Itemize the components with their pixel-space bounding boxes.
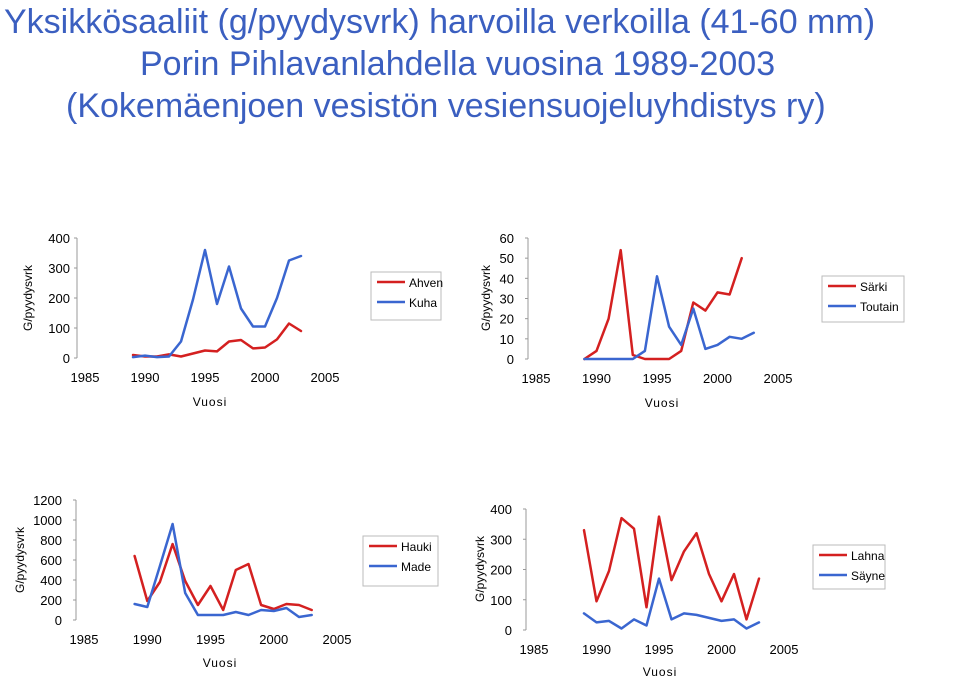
chart-2-y-axis-title: G/pyydysvrk <box>479 264 493 331</box>
chart-3-y-axis-title: G/pyydysvrk <box>13 526 27 593</box>
chart-4-y-tick-label-1: 100 <box>490 593 512 608</box>
chart-3-legend-box <box>362 535 439 587</box>
chart-1-legend-label-1: Kuha <box>409 296 437 310</box>
chart-4-x-tick-label-4: 2005 <box>770 642 799 657</box>
chart-2-x-tick-label-2: 1995 <box>643 371 672 386</box>
chart-3-y-tick-label-0: 0 <box>55 613 62 628</box>
chart-3-y-tick-label-6: 1200 <box>33 493 62 508</box>
chart-1-series-ahven-line <box>131 322 303 358</box>
chart-1-x-tick-label-1: 1990 <box>131 370 160 385</box>
chart-2-x-tick-label-0: 1985 <box>522 371 551 386</box>
chart-4-y-tick-label-4: 400 <box>490 502 512 517</box>
chart-1-x-tick-label-3: 2000 <box>251 370 280 385</box>
chart-3-y-tick-label-3: 600 <box>40 553 62 568</box>
chart-3-legend-label-0: Hauki <box>401 540 432 554</box>
chart-1-y-tick-label-0: 0 <box>63 351 70 366</box>
chart-4-x-tick-label-2: 1995 <box>645 642 674 657</box>
chart-1-y-tick-label-4: 400 <box>48 231 70 246</box>
chart-1-y-axis-title: G/pyydysvrk <box>21 264 35 331</box>
chart-3-series-hauki-line <box>133 542 313 612</box>
chart-1-x-tick-label-0: 1985 <box>71 370 100 385</box>
chart-2-y-tick-label-0: 0 <box>507 352 514 367</box>
chart-3-x-axis-title: Vuosi <box>203 656 238 670</box>
chart-1-series-kuha-line <box>131 248 303 359</box>
chart-3-y-tick-label-2: 400 <box>40 573 62 588</box>
chart-4-legend-box <box>812 544 886 590</box>
chart-4-series-säyne-line <box>582 577 761 630</box>
chart-1-x-axis-title: Vuosi <box>193 395 228 409</box>
chart-4-x-tick-label-1: 1990 <box>582 642 611 657</box>
chart-1-legend-box <box>370 271 442 321</box>
chart-2-x-tick-label-3: 2000 <box>703 371 732 386</box>
chart-3-x-tick-label-0: 1985 <box>70 632 99 647</box>
chart-3-x-tick-label-1: 1990 <box>133 632 162 647</box>
chart-3-y-tick-label-1: 200 <box>40 593 62 608</box>
title-line-1: Yksikkösaaliit (g/pyydysvrk) harvoilla v… <box>4 3 876 41</box>
chart-2-series-särki-line <box>583 248 743 361</box>
chart-2-x-tick-label-4: 2005 <box>764 371 793 386</box>
chart-3-x-tick-label-2: 1995 <box>196 632 225 647</box>
chart-3-y-tick-label-5: 1000 <box>33 513 62 528</box>
chart-2-x-axis-title: Vuosi <box>645 396 680 410</box>
chart-1-x-tick-label-4: 2005 <box>311 370 340 385</box>
chart-3-x-tick-label-3: 2000 <box>259 632 288 647</box>
chart-4-x-tick-label-0: 1985 <box>520 642 549 657</box>
chart-2-series-toutain-line <box>583 275 756 361</box>
chart-1-legend-label-0: Ahven <box>409 276 443 290</box>
chart-2-y-tick-label-6: 60 <box>500 231 514 246</box>
chart-2-y-tick-label-3: 30 <box>500 292 514 307</box>
chart-4-y-tick-label-2: 200 <box>490 563 512 578</box>
chart-1-x-tick-label-2: 1995 <box>191 370 220 385</box>
chart-1-y-tick-label-3: 300 <box>48 261 70 276</box>
chart-2-y-tick-label-5: 50 <box>500 251 514 266</box>
title-line-2: Porin Pihlavanlahdella vuosina 1989-2003 <box>140 45 776 83</box>
chart-2-legend-box <box>821 275 905 323</box>
title-line-3: (Kokemäenjoen vesistön vesiensuojeluyhdi… <box>66 87 826 125</box>
chart-3-y-tick-label-4: 800 <box>40 533 62 548</box>
chart-2-legend-label-0: Särki <box>860 280 887 294</box>
chart-4-legend-label-1: Säyne <box>851 569 885 583</box>
chart-2-x-tick-label-1: 1990 <box>582 371 611 386</box>
chart-2-y-tick-label-4: 40 <box>500 271 514 286</box>
chart-4-x-tick-label-3: 2000 <box>707 642 736 657</box>
chart-1-y-tick-label-2: 200 <box>48 291 70 306</box>
chart-3-series-made-line <box>133 522 313 619</box>
chart-2-y-tick-label-1: 10 <box>500 332 514 347</box>
chart-3-x-tick-label-4: 2005 <box>323 632 352 647</box>
chart-4-y-tick-label-0: 0 <box>505 623 512 638</box>
chart-3-legend-label-1: Made <box>401 560 431 574</box>
chart-4-series-lahna-line <box>582 515 761 621</box>
chart-4-x-axis-title: Vuosi <box>643 665 678 679</box>
chart-1-y-tick-label-1: 100 <box>48 321 70 336</box>
chart-4-legend-label-0: Lahna <box>851 549 885 563</box>
chart-2-y-tick-label-2: 20 <box>500 312 514 327</box>
chart-4-y-tick-label-3: 300 <box>490 532 512 547</box>
chart-4-y-axis-title: G/pyydysvrk <box>473 535 487 602</box>
chart-2-legend-label-1: Toutain <box>860 300 899 314</box>
